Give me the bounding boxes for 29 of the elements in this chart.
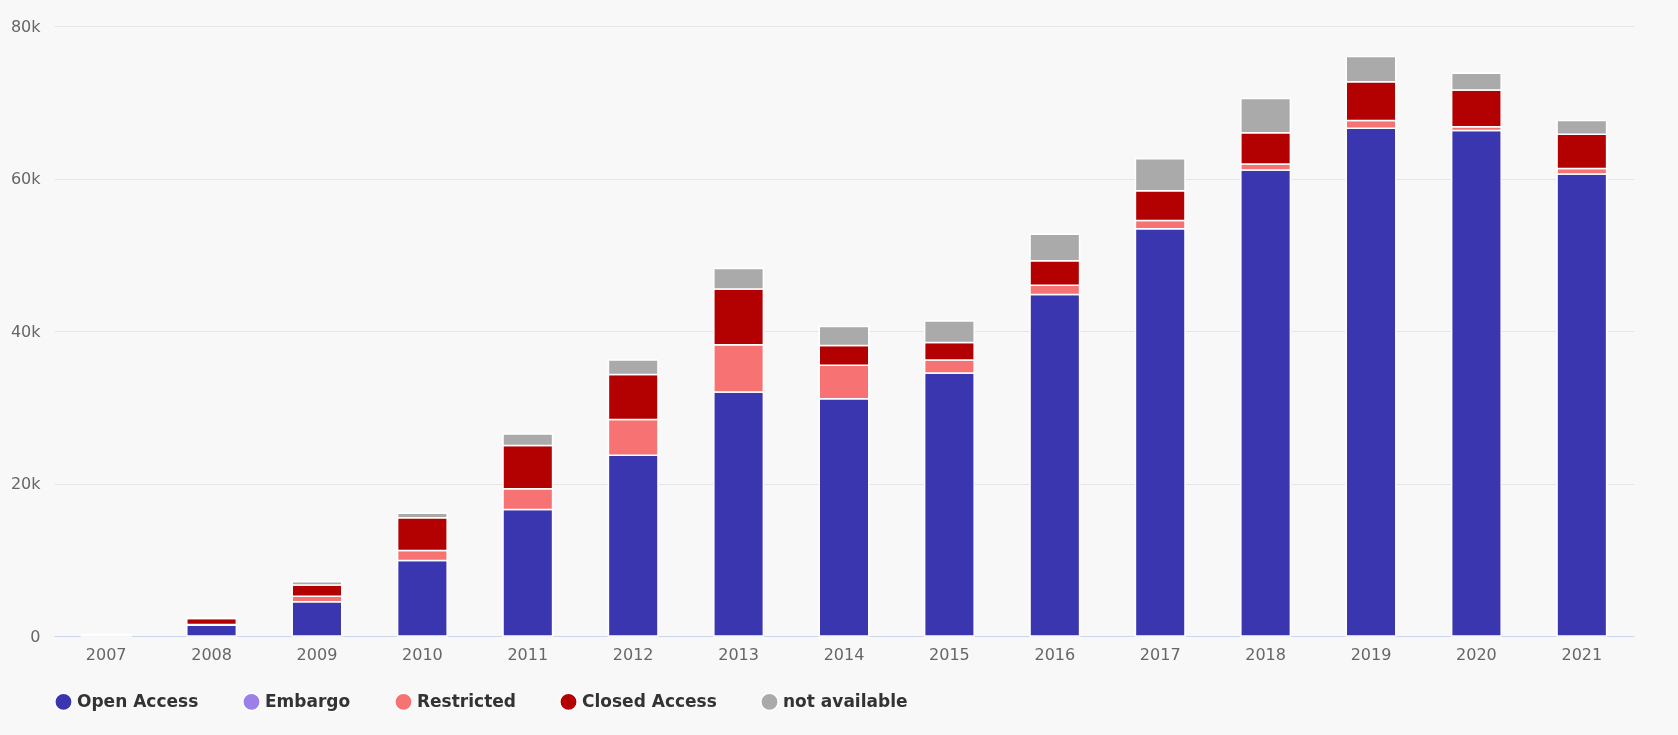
x-tick-label: 2011 xyxy=(507,644,549,664)
x-tick-label: 2007 xyxy=(85,644,127,664)
x-tick-label: 2017 xyxy=(1139,644,1181,664)
bar xyxy=(1450,129,1502,637)
bar xyxy=(1556,173,1608,637)
x-tick-label: 2019 xyxy=(1350,644,1392,664)
y-tick-label: 20k xyxy=(10,474,42,493)
x-tick-label: 2021 xyxy=(1561,644,1603,664)
x-tick-label: 2008 xyxy=(191,644,232,664)
x-tick-label: 2013 xyxy=(718,644,759,664)
legend-label: not available xyxy=(783,690,908,711)
x-tick-label: 2018 xyxy=(1245,644,1286,664)
x-tick-label: 2010 xyxy=(402,644,443,664)
x-tick-label: 2016 xyxy=(1034,644,1076,664)
legend-label: Embargo xyxy=(265,690,351,711)
y-tick-label: 80k xyxy=(10,16,42,36)
x-tick-label: 2009 xyxy=(296,644,338,664)
legend-label: Closed Access xyxy=(582,690,717,711)
x-tick-label: 2015 xyxy=(929,644,970,664)
bar xyxy=(1240,169,1292,637)
bar xyxy=(291,600,343,637)
x-tick-label: 2014 xyxy=(823,644,865,664)
y-tick-label: 0 xyxy=(30,626,41,646)
x-tick-label: 2012 xyxy=(612,644,654,664)
legend-label: Open Access xyxy=(77,690,199,711)
legend-label: Restricted xyxy=(417,690,516,711)
y-tick-label: 60k xyxy=(10,169,42,188)
y-tick-label: 40k xyxy=(10,321,42,341)
x-tick-label: 2020 xyxy=(1456,644,1497,664)
